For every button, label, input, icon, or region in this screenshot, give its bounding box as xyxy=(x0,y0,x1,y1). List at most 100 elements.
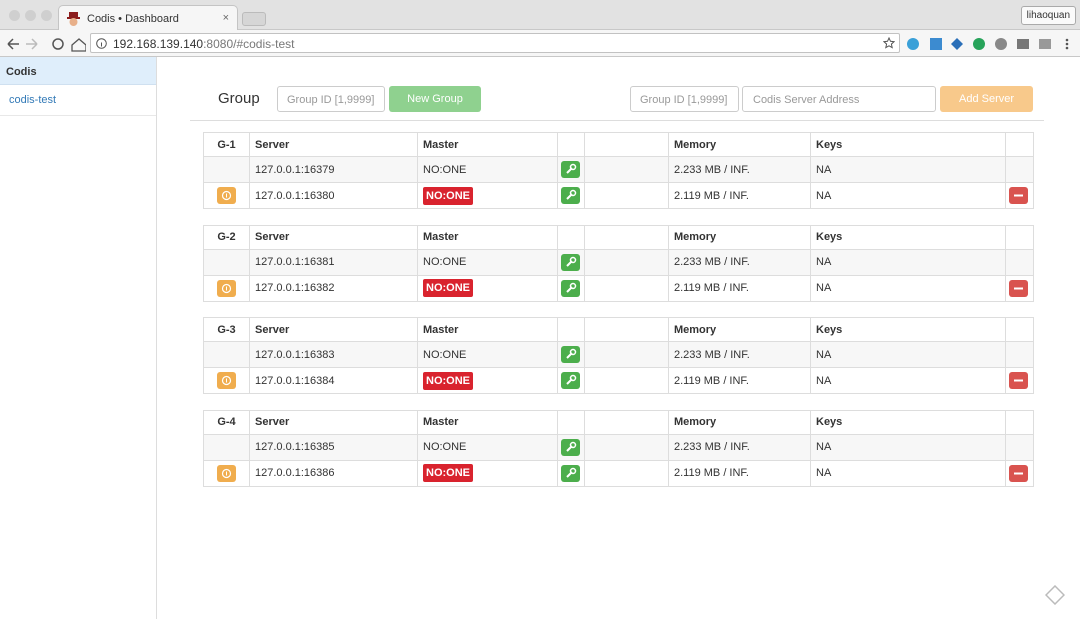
edit-button[interactable] xyxy=(561,346,580,363)
promote-button[interactable] xyxy=(217,279,236,297)
promote-cell xyxy=(203,433,250,461)
edit-button[interactable] xyxy=(561,253,580,271)
group-id: G-1 xyxy=(203,132,250,157)
remove-button[interactable] xyxy=(1009,279,1028,297)
server-row: 127.0.0.1:16383 NO:ONE 2.233 MB / INF. NA xyxy=(203,341,1034,368)
wrench-glyph xyxy=(566,374,577,385)
server-group-id-input[interactable]: Group ID [1,9999] xyxy=(630,86,739,112)
user-button[interactable]: lihaoquan xyxy=(1020,6,1076,25)
sidebar-item[interactable]: codis-test xyxy=(0,85,156,116)
memory: 2.233 MB / INF. xyxy=(668,341,811,368)
edit-button[interactable] xyxy=(561,187,580,204)
edit-cell xyxy=(557,156,585,183)
tab-close[interactable]: × xyxy=(222,12,229,24)
remove-button[interactable] xyxy=(1009,464,1028,482)
remove-cell xyxy=(1005,274,1034,302)
group-id-input[interactable]: Group ID [1,9999] xyxy=(277,86,385,112)
server-address: 127.0.0.1:16384 xyxy=(249,367,418,394)
empty-cell xyxy=(557,132,585,157)
column-header: Keys xyxy=(810,224,1006,250)
empty-cell xyxy=(584,132,669,157)
window-button[interactable] xyxy=(9,10,20,21)
url-host: 192.168.139.140 xyxy=(113,37,204,51)
empty-cell xyxy=(584,433,669,461)
empty-cell xyxy=(584,367,669,394)
master-cell: NO:ONE xyxy=(417,156,558,183)
server-row: 127.0.0.1:16381 NO:ONE 2.233 MB / INF. NA xyxy=(203,248,1034,276)
promote-glyph xyxy=(221,375,232,386)
star-icon[interactable] xyxy=(883,37,895,49)
memory: 2.119 MB / INF. xyxy=(668,182,811,209)
new-tab[interactable] xyxy=(242,12,266,26)
wrench-glyph xyxy=(566,282,577,293)
column-header: Server xyxy=(249,409,418,435)
promote-button[interactable] xyxy=(217,187,236,204)
promote-cell xyxy=(203,156,250,183)
column-header: Server xyxy=(249,224,418,250)
column-header: Memory xyxy=(668,317,811,342)
memory: 2.119 MB / INF. xyxy=(668,367,811,394)
column-header: Memory xyxy=(668,132,811,157)
header-row: G-3 Server Master Memory Keys xyxy=(203,317,1034,342)
empty-cell xyxy=(584,317,669,342)
server-address: 127.0.0.1:16379 xyxy=(249,156,418,183)
empty-cell xyxy=(584,459,669,487)
promote-button[interactable] xyxy=(217,464,236,482)
remove-cell xyxy=(1005,459,1034,487)
server-address-input[interactable]: Codis Server Address xyxy=(742,86,936,112)
edit-cell xyxy=(557,341,585,368)
master-cell: NO:ONE xyxy=(417,182,558,209)
master-status: NO:ONE xyxy=(423,279,473,297)
header-row: G-2 Server Master Memory Keys xyxy=(203,224,1034,250)
browser-tab[interactable]: Codis • Dashboard × xyxy=(58,5,238,31)
column-header: Keys xyxy=(810,409,1006,435)
wrench-glyph xyxy=(566,256,577,267)
add-server-button[interactable]: Add Server xyxy=(940,86,1033,112)
edit-button[interactable] xyxy=(561,161,580,178)
remove-button[interactable] xyxy=(1009,187,1028,204)
remove-button[interactable] xyxy=(1009,372,1028,389)
memory: 2.119 MB / INF. xyxy=(668,459,811,487)
wrench-glyph xyxy=(566,189,577,200)
edit-button[interactable] xyxy=(561,372,580,389)
column-header: Keys xyxy=(810,317,1006,342)
keys: NA xyxy=(810,274,1006,302)
edit-cell xyxy=(557,367,585,394)
master-status: NO:ONE xyxy=(423,186,473,205)
empty-cell xyxy=(584,274,669,302)
nav-buttons[interactable] xyxy=(6,36,86,52)
promote-glyph xyxy=(221,190,232,201)
url-field[interactable]: 192.168.139.140:8080/#codis-test xyxy=(90,33,900,53)
wrench-glyph xyxy=(566,163,577,174)
edit-cell xyxy=(557,274,585,302)
master-cell: NO:ONE xyxy=(417,459,558,487)
url-rest: :8080/#codis-test xyxy=(203,37,295,51)
edit-cell xyxy=(557,248,585,276)
header-row: G-1 Server Master Memory Keys xyxy=(203,132,1034,157)
remove-cell xyxy=(1005,367,1034,394)
minus-glyph xyxy=(1014,472,1023,474)
new-group-button[interactable]: New Group xyxy=(389,86,481,112)
master-cell: NO:ONE xyxy=(417,367,558,394)
column-header: Master xyxy=(417,224,558,250)
column-header: Master xyxy=(417,409,558,435)
empty-cell xyxy=(584,224,669,250)
promote-cell xyxy=(203,182,250,209)
window-button[interactable] xyxy=(41,10,52,21)
edit-button[interactable] xyxy=(561,279,580,297)
promote-button[interactable] xyxy=(217,372,236,389)
column-header: Memory xyxy=(668,409,811,435)
master-status: NO:ONE xyxy=(423,348,467,361)
wrench-glyph xyxy=(566,348,577,359)
edit-button[interactable] xyxy=(561,438,580,456)
master-cell: NO:ONE xyxy=(417,274,558,302)
divider xyxy=(190,120,1044,121)
extension-icons[interactable] xyxy=(905,36,1075,52)
group-table: G-1 Server Master Memory Keys 127.0.0.1:16379… xyxy=(203,132,1034,209)
edit-button[interactable] xyxy=(561,464,580,482)
window-button[interactable] xyxy=(25,10,36,21)
empty-cell xyxy=(584,341,669,368)
empty-cell xyxy=(584,156,669,183)
minus-glyph xyxy=(1014,379,1023,382)
